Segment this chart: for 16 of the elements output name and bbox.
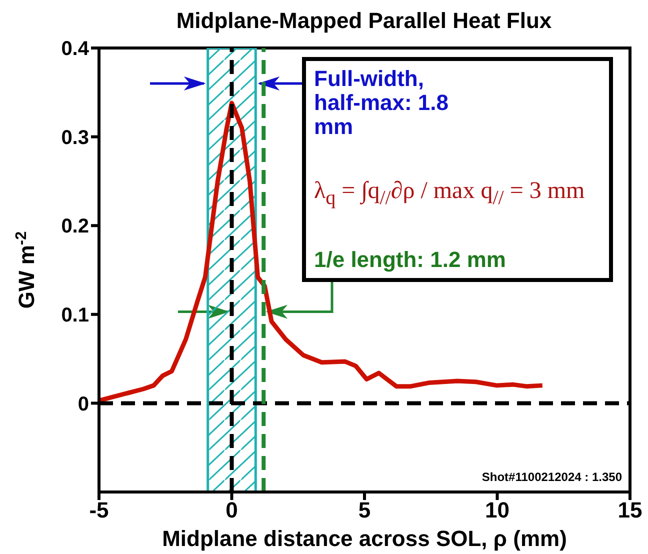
chart-title: Midplane-Mapped Parallel Heat Flux [176, 8, 552, 33]
x-tick-label: 0 [226, 498, 238, 523]
y-tick-label: 0.2 [61, 216, 89, 238]
annotation: λ$_{q}$ = ∫q$_{//}$∂ρ / max q$_{//}$ = 3 mm [314, 178, 586, 210]
annotation: 1/e length: 1.2 mm [314, 246, 507, 272]
y-tick-label: 0.4 [61, 38, 90, 60]
annotation: Shot#1100212024 : 1.350 [482, 470, 622, 484]
x-axis-title: Midplane distance across SOL, ρ (mm) [162, 526, 567, 551]
y-tick-label: 0 [78, 393, 89, 416]
x-tick-label: 15 [618, 498, 642, 523]
y-tick-label: 0.1 [61, 304, 89, 326]
x-tick-label: -5 [89, 498, 109, 523]
x-tick-label: 5 [358, 498, 371, 523]
annotation: Full-width, half-max: 1.8 mm [314, 66, 450, 140]
x-tick-label: 10 [485, 498, 510, 523]
y-tick-label: 0.3 [61, 126, 89, 149]
